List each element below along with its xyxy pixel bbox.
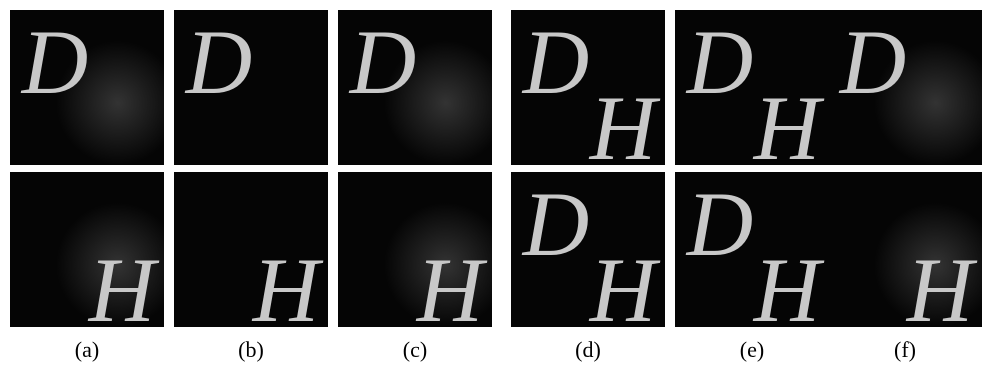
panel-label: (f) [894,337,916,362]
glyph: H [906,239,978,341]
glyph: H [589,77,661,179]
glyph: H [416,239,488,341]
panel-label: (c) [403,337,427,362]
glyph: D [20,11,88,113]
glyph: H [753,77,825,179]
panel-label: (d) [575,337,601,362]
glyph: D [685,11,753,113]
glyph: H [589,239,661,341]
glyph: D [184,11,252,113]
figure: DH(a)DH(b)DH(c)DHDH(d)DHDH(e)DH(f) [0,0,982,367]
glyph: H [753,239,825,341]
glyph: D [685,173,753,275]
glyph: H [252,239,324,341]
glyph: D [521,173,589,275]
panel-label: (b) [238,337,264,362]
panel-label: (e) [740,337,764,362]
panel-label: (a) [75,337,99,362]
glyph: D [838,11,906,113]
glyph: D [348,11,416,113]
glyph: D [521,11,589,113]
glyph: H [88,239,160,341]
